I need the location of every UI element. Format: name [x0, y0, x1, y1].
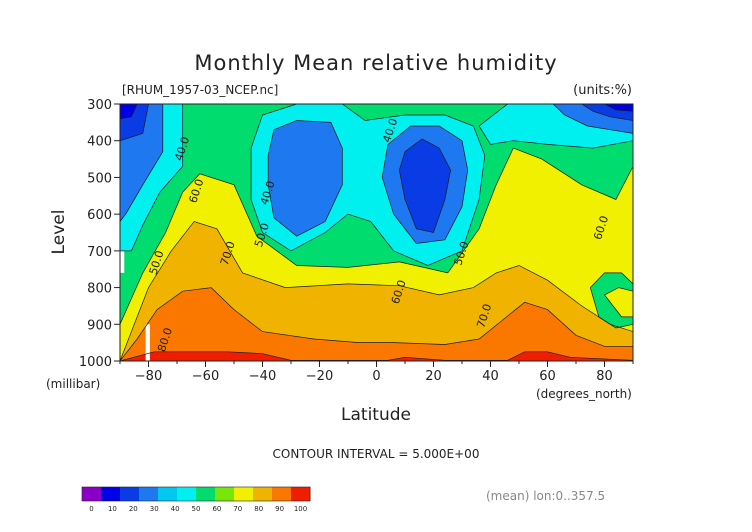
colorbar-swatch: [272, 487, 292, 501]
x-tick-label: −40: [249, 369, 276, 384]
missing-data: [120, 250, 125, 273]
colorbar-swatch: [120, 487, 140, 501]
humidity-region: [399, 138, 451, 233]
contour-line: [267, 120, 343, 237]
contour-line: [589, 272, 633, 329]
contour-line: [604, 104, 633, 112]
contour-line: [381, 125, 469, 244]
colorbar-tick-label: 80: [254, 505, 263, 513]
x-tick-label: −80: [135, 369, 162, 384]
colorbar-swatch: [82, 487, 102, 501]
y-tick-label: 400: [87, 135, 112, 150]
colorbar-tick-label: 30: [150, 505, 159, 513]
humidity-region: [120, 104, 138, 119]
humidity-region: [604, 287, 633, 317]
y-tick-label: 500: [87, 171, 112, 186]
colorbar-swatch: [215, 487, 235, 501]
colorbar-tick-label: 10: [108, 505, 117, 513]
x-tick-label: 40: [482, 369, 499, 384]
y-tick-label: 600: [87, 208, 112, 223]
x-axis-label: Latitude: [341, 405, 411, 425]
colorbar-tick-label: 20: [129, 505, 138, 513]
contour-interval-text: CONTOUR INTERVAL = 5.000E+00: [273, 447, 480, 461]
plot-area: [120, 104, 633, 361]
chart-subtitle-file: [RHUM_1957-03_NCEP.nc]: [122, 83, 278, 97]
y-tick-label: 700: [87, 245, 112, 260]
colorbar-tick-label: 50: [192, 505, 201, 513]
contour-line: [603, 287, 633, 318]
chart-title: Monthly Mean relative humidity: [194, 51, 557, 75]
x-tick-label: −20: [306, 369, 333, 384]
colorbar-tick-label: 0: [89, 505, 93, 513]
contour-line: [120, 104, 184, 252]
y-tick-label: 300: [87, 98, 112, 113]
colorbar-swatch: [253, 487, 273, 501]
missing-data: [145, 324, 150, 361]
colorbar: 0 10 20 30 40 50 60 70 80 90 100: [81, 486, 311, 513]
colorbar-tick-label: 70: [233, 505, 242, 513]
x-tick-label: 80: [596, 369, 613, 384]
y-tick-label: 900: [87, 318, 112, 333]
contour-line: [581, 104, 633, 121]
contour-line: [120, 104, 149, 142]
contour-line: [120, 104, 138, 120]
x-tick-label: 0: [372, 369, 380, 384]
colorbar-tick-label: 60: [212, 505, 221, 513]
contour-line: [478, 104, 633, 149]
colorbar-frame: [81, 486, 311, 502]
x-tick-label: −60: [192, 369, 219, 384]
colorbar-swatch: [234, 487, 254, 501]
x-tick-label: 60: [539, 369, 556, 384]
colorbar-tick-label: 90: [275, 505, 284, 513]
colorbar-swatch: [177, 487, 197, 501]
contour-line: [120, 351, 633, 361]
colorbar-swatch: [196, 487, 216, 501]
contour-line: [120, 287, 633, 361]
humidity-region: [604, 104, 633, 112]
x-tick-label: 20: [425, 369, 442, 384]
colorbar-tick-label: 40: [171, 505, 180, 513]
contour-line: [250, 104, 486, 266]
contour-line: [552, 104, 633, 134]
y-tick-label: 800: [87, 282, 112, 297]
y-tick-label: 1000: [79, 355, 112, 370]
colorbar-swatch: [158, 487, 178, 501]
colorbar-swatch: [101, 487, 121, 501]
humidity-region: [120, 287, 633, 361]
contour-line: [120, 104, 164, 223]
humidity-region: [120, 351, 633, 361]
colorbar-swatch: [291, 487, 311, 501]
contour-line: [398, 138, 451, 233]
chart-subtitle-units: (units:%): [573, 83, 632, 98]
humidity-region: [268, 120, 343, 237]
colorbar-tick-label: 100: [294, 505, 307, 513]
footer-note: (mean) lon:0..357.5: [486, 489, 605, 503]
y-axis-label: Level: [49, 210, 69, 255]
y-axis-units: (millibar): [46, 377, 100, 391]
contour-line: [120, 147, 633, 361]
colorbar-swatch: [139, 487, 159, 501]
x-axis-units: (degrees_north): [536, 387, 632, 401]
